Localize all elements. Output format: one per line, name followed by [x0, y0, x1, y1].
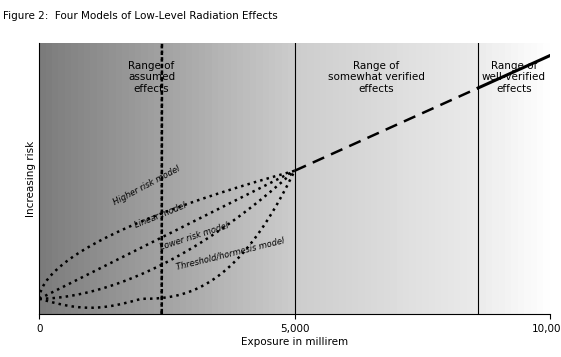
Text: Range of
well-verified
effects: Range of well-verified effects: [482, 61, 546, 94]
Bar: [480, 43, 486, 314]
Bar: [45, 43, 52, 314]
Bar: [243, 43, 250, 314]
Bar: [307, 43, 314, 314]
Bar: [499, 43, 505, 314]
Bar: [301, 43, 307, 314]
Bar: [282, 43, 288, 314]
Bar: [186, 43, 192, 314]
Bar: [512, 43, 518, 314]
Bar: [358, 43, 365, 314]
Bar: [173, 43, 180, 314]
Bar: [410, 43, 416, 314]
Bar: [103, 43, 109, 314]
Bar: [96, 43, 103, 314]
Bar: [493, 43, 499, 314]
X-axis label: Exposure in millirem: Exposure in millirem: [241, 337, 348, 347]
Bar: [122, 43, 128, 314]
Bar: [435, 43, 442, 314]
Bar: [211, 43, 218, 314]
Bar: [544, 43, 550, 314]
Bar: [339, 43, 346, 314]
Bar: [288, 43, 295, 314]
Y-axis label: Increasing risk: Increasing risk: [26, 140, 36, 217]
Bar: [237, 43, 243, 314]
Bar: [422, 43, 429, 314]
Bar: [84, 43, 90, 314]
Bar: [141, 43, 148, 314]
Text: Threshold/hormesis model: Threshold/hormesis model: [175, 236, 285, 272]
Bar: [403, 43, 410, 314]
Bar: [90, 43, 96, 314]
Bar: [275, 43, 282, 314]
Bar: [505, 43, 512, 314]
Bar: [454, 43, 461, 314]
Text: Range of
somewhat verified
effects: Range of somewhat verified effects: [328, 61, 425, 94]
Bar: [71, 43, 77, 314]
Bar: [250, 43, 256, 314]
Bar: [531, 43, 537, 314]
Bar: [218, 43, 224, 314]
Bar: [77, 43, 84, 314]
Bar: [167, 43, 173, 314]
Bar: [371, 43, 378, 314]
Bar: [39, 43, 45, 314]
Bar: [378, 43, 384, 314]
Bar: [128, 43, 135, 314]
Text: Linear model: Linear model: [133, 201, 187, 230]
Bar: [448, 43, 454, 314]
Bar: [461, 43, 467, 314]
Bar: [365, 43, 371, 314]
Text: Figure 2:  Four Models of Low-Level Radiation Effects: Figure 2: Four Models of Low-Level Radia…: [3, 11, 278, 21]
Bar: [320, 43, 327, 314]
Bar: [314, 43, 320, 314]
Bar: [327, 43, 333, 314]
Bar: [269, 43, 275, 314]
Bar: [333, 43, 339, 314]
Bar: [537, 43, 544, 314]
Bar: [199, 43, 205, 314]
Bar: [224, 43, 231, 314]
Text: Higher risk model: Higher risk model: [112, 164, 182, 207]
Bar: [256, 43, 263, 314]
Bar: [109, 43, 116, 314]
Bar: [65, 43, 71, 314]
Bar: [148, 43, 154, 314]
Bar: [231, 43, 237, 314]
Bar: [397, 43, 403, 314]
Bar: [467, 43, 473, 314]
Bar: [116, 43, 122, 314]
Bar: [346, 43, 352, 314]
Bar: [384, 43, 390, 314]
Bar: [154, 43, 160, 314]
Bar: [518, 43, 524, 314]
Bar: [52, 43, 58, 314]
Bar: [524, 43, 531, 314]
Bar: [473, 43, 480, 314]
Bar: [192, 43, 199, 314]
Bar: [160, 43, 167, 314]
Bar: [295, 43, 301, 314]
Bar: [180, 43, 186, 314]
Bar: [352, 43, 358, 314]
Text: Lower risk model: Lower risk model: [159, 221, 230, 251]
Bar: [416, 43, 422, 314]
Bar: [486, 43, 493, 314]
Bar: [135, 43, 141, 314]
Bar: [429, 43, 435, 314]
Bar: [442, 43, 448, 314]
Bar: [205, 43, 211, 314]
Bar: [390, 43, 397, 314]
Bar: [263, 43, 269, 314]
Text: Range of
assumed
effects: Range of assumed effects: [128, 61, 175, 94]
Bar: [58, 43, 65, 314]
